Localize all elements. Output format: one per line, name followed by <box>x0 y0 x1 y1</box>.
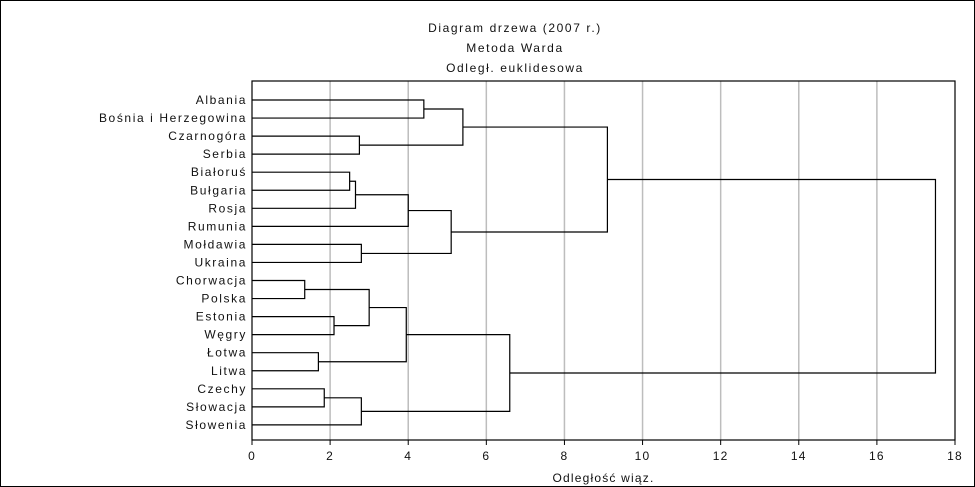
leaf-label: Albania <box>196 93 247 107</box>
leaf-label: Czarnogóra <box>168 129 247 143</box>
plot-area <box>251 80 956 441</box>
x-tick-label: 16 <box>869 449 885 463</box>
dendrogram-link <box>451 126 609 233</box>
leaf-label: Ukraina <box>194 255 247 269</box>
chart-subtitle-method: Metoda Warda <box>466 41 564 55</box>
leaf-label: Polska <box>201 292 247 306</box>
leaf-label: Chorwacja <box>176 274 247 288</box>
x-tick-label: 18 <box>947 449 963 463</box>
leaf-label: Serbia <box>203 147 247 161</box>
x-tick-label: 4 <box>404 449 412 463</box>
dendrogram-link <box>252 316 335 336</box>
leaf-label: Rosja <box>208 201 247 215</box>
dendrogram-link <box>252 194 409 227</box>
leaf-label: Łotwa <box>207 346 247 360</box>
dendrogram-link <box>318 306 407 363</box>
leaf-label: Słowenia <box>186 418 248 432</box>
leaf-label: Rumunia <box>188 219 247 233</box>
x-tick-label: 0 <box>248 449 256 463</box>
leaf-label: Estonia <box>196 310 247 324</box>
dendrogram-link <box>252 397 362 426</box>
leaf-label: Słowacja <box>186 400 247 414</box>
x-tick-label: 12 <box>713 449 729 463</box>
dendrogram-link <box>252 352 319 372</box>
dendrogram-link <box>359 108 464 146</box>
x-tick-label: 2 <box>326 449 334 463</box>
dendrogram-link <box>252 135 361 155</box>
chart-subtitle-distance: Odległ. euklidesowa <box>446 61 584 75</box>
dendrogram-link <box>252 180 357 209</box>
leaf-label: Bośnia i Herzegowina <box>99 111 247 125</box>
dendrogram-link <box>252 171 351 191</box>
dendrogram-link <box>252 388 325 408</box>
leaf-label: Białoruś <box>191 165 247 179</box>
x-tick-label: 6 <box>482 449 490 463</box>
leaf-label: Bułgaria <box>190 183 247 197</box>
leaf-label: Mołdawia <box>184 237 248 251</box>
dendrogram-link <box>361 209 452 255</box>
dendrogram-link <box>252 243 362 264</box>
x-axis-label: Odległość wiąz. <box>552 471 654 485</box>
leaf-label: Węgry <box>204 328 247 342</box>
leaf-label: Litwa <box>211 364 247 378</box>
dendrogram-link <box>509 178 937 374</box>
chart-title: Diagram drzewa (2007 r.) <box>428 21 602 35</box>
x-tick-label: 8 <box>561 449 569 463</box>
dendrogram-link <box>252 99 425 119</box>
x-tick-label: 10 <box>635 449 651 463</box>
leaf-label: Czechy <box>197 382 247 396</box>
x-tick-label: 14 <box>791 449 807 463</box>
dendrogram-link <box>252 279 306 300</box>
dendrogram-link <box>304 288 370 327</box>
dendrogram-link <box>361 334 511 412</box>
